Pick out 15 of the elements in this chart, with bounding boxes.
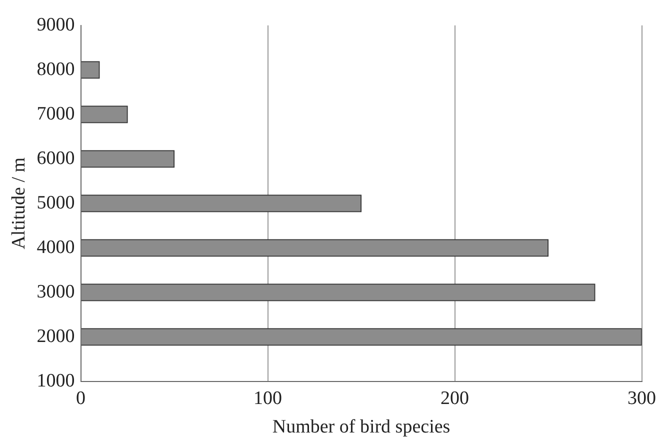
y-tick-label: 4000 <box>36 236 75 258</box>
y-tick-label: 2000 <box>36 326 75 347</box>
x-tick-label: 100 <box>254 388 282 409</box>
y-tick-label: 8000 <box>36 58 75 80</box>
y-tick-label: 1000 <box>36 370 75 392</box>
x-tick-label: 0 <box>76 388 86 409</box>
x-tick-label: 200 <box>440 388 470 409</box>
x-axis-title: Number of bird species <box>272 416 450 438</box>
x-tick-label: 300 <box>628 388 656 409</box>
y-tick-label: 9000 <box>36 14 75 36</box>
y-axis-title: Altitude / m <box>8 157 30 250</box>
y-tick-label: 6000 <box>36 148 75 169</box>
y-tick-label: 5000 <box>36 192 75 214</box>
y-tick-label: 3000 <box>36 281 75 302</box>
y-tick-label: 7000 <box>36 103 75 124</box>
